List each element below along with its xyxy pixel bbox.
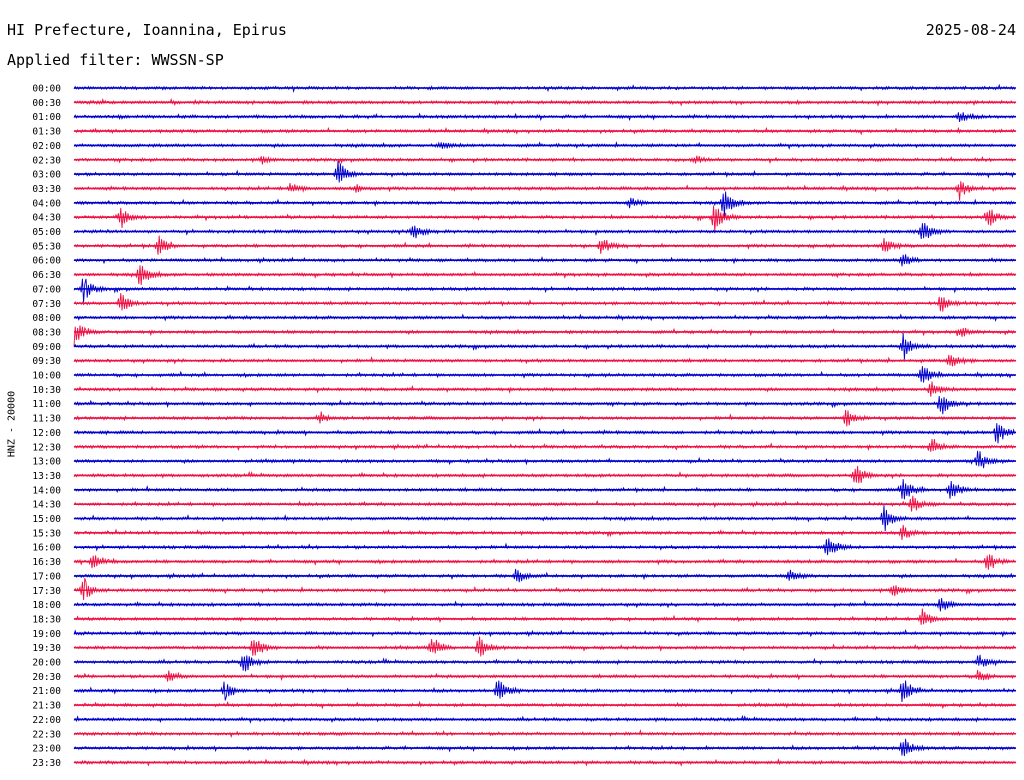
time-label: 23:00 [32,744,61,755]
date-label: 2025-08-24 [925,21,1016,39]
trace-line [73,438,1016,452]
time-label: 14:00 [32,485,61,496]
time-label: 15:30 [32,528,61,539]
filter-label: Applied filter: WWSSN-SP [7,51,224,69]
time-label: 02:30 [32,155,61,166]
trace-line [73,465,1016,484]
trace-group [73,83,1016,767]
time-label: 15:00 [32,514,61,525]
trace-line [73,636,1016,657]
time-label: 19:00 [32,629,61,640]
time-label: 20:00 [32,658,61,669]
time-label: 08:00 [32,313,61,324]
time-label: 00:00 [32,84,61,95]
time-label: 06:30 [32,270,61,281]
time-label: 22:30 [32,729,61,740]
trace-line [73,181,1016,201]
time-label: 02:00 [32,141,61,152]
time-label: 17:00 [32,571,61,582]
time-label: 06:00 [32,256,61,267]
time-label: 16:30 [32,557,61,568]
trace-line [73,654,1016,672]
time-label: 09:30 [32,356,61,367]
time-label: 11:00 [32,399,61,410]
station-title: HI Prefecture, Ioannina, Epirus [7,21,287,39]
time-label: 05:30 [32,241,61,252]
time-label: 10:00 [32,371,61,382]
time-label: 04:00 [32,198,61,209]
time-label: 01:30 [32,127,61,138]
time-label: 12:00 [32,428,61,439]
trace-line [73,450,1016,469]
time-label: 19:30 [32,643,61,654]
time-label: 07:00 [32,284,61,295]
time-label: 03:30 [32,184,61,195]
time-label: 20:30 [32,672,61,683]
time-label: 10:30 [32,385,61,396]
trace-line [73,325,1016,347]
time-label: 08:30 [32,327,61,338]
time-label: 16:00 [32,543,61,554]
time-label: 05:00 [32,227,61,238]
trace-line [73,191,1016,217]
time-label: 01:00 [32,112,61,123]
time-label: 21:30 [32,701,61,712]
time-label: 09:00 [32,342,61,353]
time-label: 13:30 [32,471,61,482]
time-label: 13:00 [32,457,61,468]
time-label: 23:30 [32,758,61,769]
trace-line [73,278,1016,303]
time-label: 04:30 [32,213,61,224]
trace-line [73,205,1016,233]
trace-line [73,395,1016,415]
trace-line [73,608,1016,625]
time-label: 14:30 [32,500,61,511]
time-label: 07:30 [32,299,61,310]
time-label: 03:00 [32,170,61,181]
trace-line [73,577,1016,601]
trace-line [73,423,1016,444]
time-label: 12:30 [32,442,61,453]
time-label: 00:30 [32,98,61,109]
trace-line [73,292,1016,312]
time-label: 18:00 [32,600,61,611]
time-label: 21:00 [32,686,61,697]
time-label-group: 00:00 00:30 01:00 01:30 02:00 02:30 03:00 03:30… [32,84,61,769]
time-label: 17:30 [32,586,61,597]
time-label: 18:30 [32,614,61,625]
trace-line [73,160,1016,183]
time-label: 22:00 [32,715,61,726]
time-label: 11:30 [32,414,61,425]
